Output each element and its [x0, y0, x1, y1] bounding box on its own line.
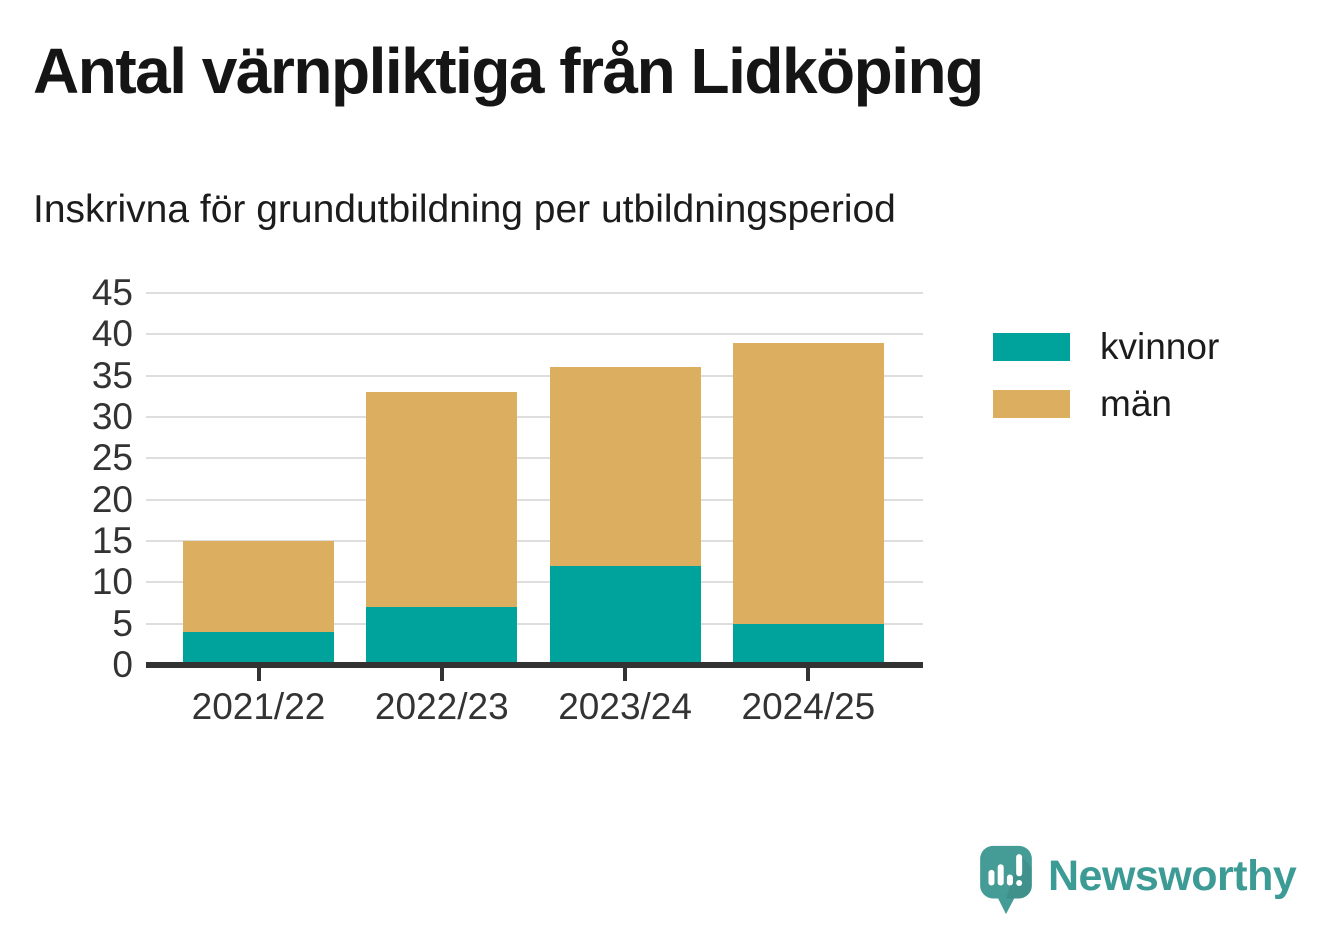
x-tick-mark-2021-22 — [256, 668, 261, 681]
gridline-35 — [146, 374, 923, 377]
y-tick-label-20: 20 — [91, 478, 133, 520]
legend-item-kvinnor: kvinnor — [993, 326, 1220, 367]
y-tick-label-35: 35 — [91, 354, 133, 396]
y-tick-label-15: 15 — [91, 520, 133, 561]
plot-area — [146, 292, 923, 665]
x-tick-mark-2022-23 — [439, 668, 444, 681]
gridline-5 — [146, 622, 923, 625]
bar-segment-kvinnor-2022-23 — [366, 607, 518, 665]
x-tick-label-2022-23: 2022/23 — [374, 686, 509, 727]
bar-segment-män-2023-24 — [549, 367, 701, 566]
x-tick-mark-2023-24 — [623, 668, 628, 681]
gridline-10 — [146, 581, 923, 584]
y-tick-label-25: 25 — [91, 437, 133, 479]
y-tick-label-5: 5 — [112, 602, 133, 644]
x-tick-label-2023-24: 2023/24 — [558, 686, 692, 727]
bar-segment-män-2024-25 — [732, 342, 884, 624]
gridline-30 — [146, 416, 923, 418]
newsworthy-logo-icon — [980, 845, 1032, 915]
bar-segment-män-2021-22 — [183, 541, 334, 632]
brand-footer: Newsworthy — [978, 844, 1297, 916]
chart-title: Antal värnpliktiga från Lidköping — [33, 35, 984, 107]
legend-swatch-man — [993, 390, 1070, 418]
y-tick-label-30: 30 — [91, 396, 133, 437]
gridline-45 — [146, 292, 923, 294]
legend-swatch-kvinnor — [993, 333, 1070, 361]
bar-segment-kvinnor-2023-24 — [549, 565, 701, 665]
legend-label-man: män — [1100, 383, 1172, 424]
x-tick-label-2024-25: 2024/25 — [741, 686, 876, 727]
chart-subtitle: Inskrivna för grundutbildning per utbild… — [33, 188, 896, 231]
y-tick-label-45: 45 — [91, 272, 133, 313]
y-tick-label-10: 10 — [91, 561, 133, 603]
gridline-40 — [146, 333, 923, 336]
bar-segment-män-2022-23 — [366, 392, 518, 608]
x-tick-label-2021-22: 2021/22 — [191, 686, 326, 727]
x-axis-line — [146, 662, 923, 668]
legend-label-kvinnor: kvinnor — [1100, 326, 1220, 367]
y-tick-label-40: 40 — [91, 313, 133, 355]
legend: kvinnor män — [993, 326, 1220, 424]
brand-name: Newsworthy — [1048, 852, 1297, 900]
gridline-25 — [146, 457, 923, 460]
bar-segment-kvinnor-2024-25 — [732, 623, 884, 665]
gridline-15 — [146, 540, 923, 542]
bar-segment-kvinnor-2021-22 — [183, 631, 334, 665]
legend-item-man: män — [993, 383, 1219, 424]
x-tick-mark-2024-25 — [806, 668, 811, 681]
gridline-20 — [146, 498, 923, 501]
y-tick-label-0: 0 — [112, 644, 133, 685]
